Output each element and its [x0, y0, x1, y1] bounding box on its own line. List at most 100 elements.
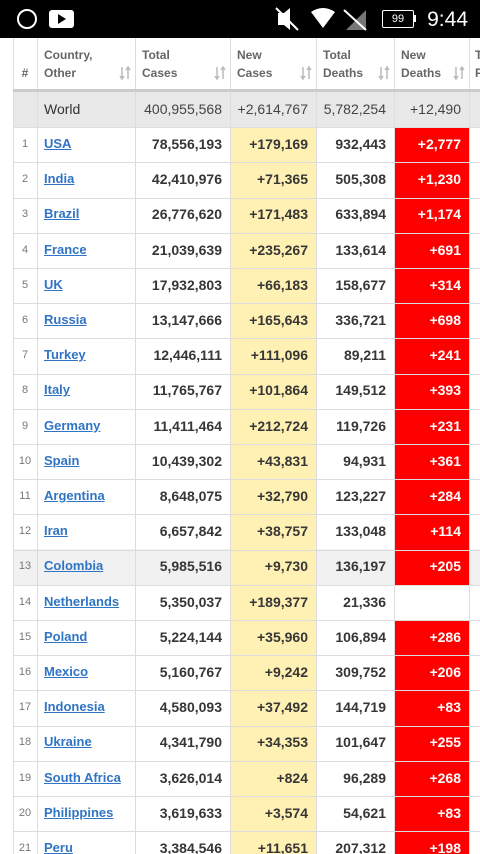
total-deaths: 101,647 — [335, 734, 386, 751]
new-deaths: +286 — [429, 628, 461, 645]
new-cases-bg — [230, 162, 316, 198]
row-number: 12 — [18, 525, 32, 538]
total-cases: 8,648,075 — [159, 488, 222, 504]
total-cases: 13,147,666 — [151, 312, 222, 328]
country-link[interactable]: Netherlands — [44, 593, 120, 609]
country-link[interactable]: Spain — [44, 452, 80, 468]
clock: 9:44 — [427, 8, 468, 31]
row-divider — [13, 197, 480, 199]
new-cases-bg — [230, 725, 316, 761]
sort-icon[interactable] — [119, 66, 131, 80]
total-deaths: 158,677 — [335, 276, 386, 293]
new-deaths-bg — [394, 725, 469, 761]
new-deaths-bg — [394, 655, 469, 691]
sort-icon[interactable] — [214, 66, 226, 80]
country-link[interactable]: Turkey — [44, 347, 86, 363]
new-deaths-bg — [394, 514, 469, 550]
new-deaths: +231 — [429, 417, 461, 434]
total-cases: 5,350,037 — [159, 593, 222, 610]
row-number: 1 — [21, 138, 29, 150]
country-link[interactable]: USA — [44, 136, 72, 151]
row-number: 15 — [18, 630, 32, 643]
country-link[interactable]: South Africa — [44, 769, 121, 785]
country-link[interactable]: Italy — [44, 382, 71, 398]
total-deaths: 144,719 — [335, 699, 386, 716]
new-cases: +37,492 — [257, 699, 308, 716]
country-link[interactable]: Peru — [44, 840, 73, 854]
new-cases-bg — [230, 795, 316, 831]
new-deaths: +691 — [429, 241, 461, 258]
row-divider — [13, 620, 480, 621]
new-cases-bg — [230, 303, 316, 339]
country-link[interactable]: Iran — [44, 523, 68, 539]
country-link[interactable]: Argentina — [44, 488, 105, 503]
new-cases-bg — [230, 655, 316, 691]
row-number: 2 — [21, 173, 29, 186]
row-number: 14 — [18, 595, 32, 608]
new-deaths-bg — [394, 162, 469, 198]
country-link[interactable]: Brazil — [44, 206, 80, 222]
country-link[interactable]: UK — [44, 276, 63, 292]
country-link[interactable]: Mexico — [44, 664, 89, 679]
total-cases: 78,556,193 — [151, 136, 222, 152]
column-divider — [394, 38, 395, 854]
new-cases: +35,960 — [257, 628, 308, 645]
new-cases: +34,353 — [257, 734, 308, 751]
row-divider — [13, 232, 480, 234]
row-number: 21 — [18, 842, 32, 854]
row-number: 13 — [18, 560, 32, 573]
new-cases-bg — [230, 760, 316, 796]
world-label: World — [44, 101, 81, 117]
country-link[interactable]: France — [44, 241, 87, 257]
country-link[interactable]: Russia — [44, 312, 87, 327]
country-link[interactable]: Philippines — [44, 804, 114, 820]
new-deaths-bg — [394, 373, 469, 409]
row-number: 8 — [21, 384, 29, 397]
total-cases: 6,657,842 — [159, 523, 222, 540]
row-divider — [13, 549, 480, 551]
row-number: 4 — [21, 243, 29, 256]
total-cases: 5,985,516 — [159, 558, 222, 575]
country-link[interactable]: Indonesia — [44, 699, 105, 715]
new-deaths-bg — [394, 690, 469, 726]
status-icons — [17, 7, 416, 31]
total-deaths: 96,289 — [343, 769, 386, 786]
total-cases: 3,384,546 — [159, 840, 222, 854]
new-deaths-bg — [394, 127, 469, 163]
total-deaths: 123,227 — [335, 488, 386, 504]
row-divider — [13, 479, 480, 481]
total-deaths: 133,048 — [335, 523, 386, 540]
new-cases: +9,242 — [264, 664, 308, 680]
new-cases-bg — [230, 408, 316, 444]
column-header: Total — [323, 48, 351, 62]
sort-icon[interactable] — [300, 66, 312, 80]
total-cases: 42,410,976 — [151, 171, 222, 188]
new-cases-bg — [230, 338, 316, 374]
sort-icon[interactable] — [453, 66, 465, 80]
world-value: +12,490 — [410, 101, 461, 117]
country-link[interactable]: India — [44, 171, 75, 187]
row-number: 11 — [19, 490, 31, 502]
new-cases: +38,757 — [257, 523, 308, 540]
country-link[interactable]: Germany — [44, 417, 101, 433]
row-divider — [13, 514, 480, 516]
column-header: New — [237, 48, 262, 62]
country-link[interactable]: Ukraine — [44, 734, 92, 750]
row-divider — [13, 127, 480, 129]
new-cases: +189,377 — [249, 593, 308, 610]
new-cases: +3,574 — [264, 804, 308, 821]
row-divider — [13, 408, 480, 410]
country-link[interactable]: Poland — [44, 628, 88, 644]
new-deaths: +284 — [429, 488, 461, 504]
column-divider — [13, 38, 14, 854]
new-cases: +101,864 — [249, 382, 308, 399]
row-number: 16 — [18, 666, 32, 678]
world-row-bg — [13, 92, 480, 128]
sort-icon[interactable] — [378, 66, 390, 80]
new-cases-bg — [230, 267, 316, 303]
country-link[interactable]: Colombia — [44, 558, 104, 574]
new-deaths: +314 — [429, 276, 461, 293]
total-deaths: 633,894 — [335, 206, 386, 223]
total-deaths: 119,726 — [336, 417, 386, 434]
